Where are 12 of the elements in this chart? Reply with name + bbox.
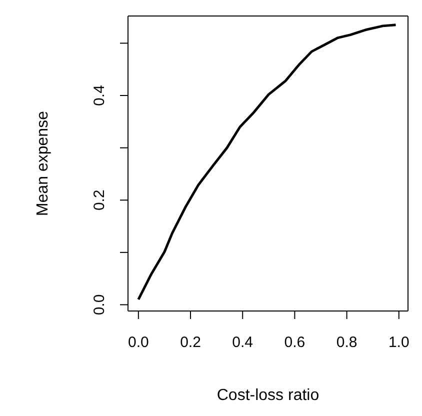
y-axis-title: Mean expense — [34, 110, 52, 216]
x-tick-label: 0.6 — [284, 334, 306, 351]
x-tick-label: 0.8 — [336, 334, 358, 351]
x-tick-label: 0.4 — [232, 334, 254, 351]
y-tick-label: 0.2 — [91, 190, 108, 211]
x-tick-label: 0.2 — [180, 334, 201, 351]
y-tick-label: 0.4 — [91, 85, 108, 106]
x-axis-title: Cost-loss ratio — [216, 387, 320, 404]
x-tick-label: 0.0 — [128, 334, 149, 351]
x-tick-label: 1.0 — [388, 334, 410, 351]
y-tick-label: 0.0 — [91, 294, 108, 316]
line-series — [137, 24, 398, 301]
